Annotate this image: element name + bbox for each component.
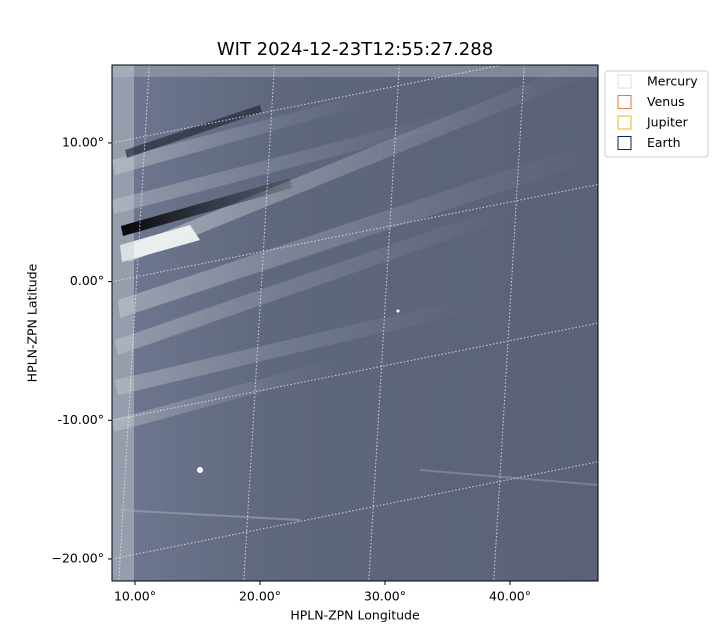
legend-marker: [617, 74, 632, 89]
x-tick-label: 10.00°: [114, 589, 156, 604]
legend: Mercury Venus Jupiter Earth: [604, 70, 709, 158]
y-tick-label: 10.00°: [62, 134, 104, 149]
x-tick-label: 30.00°: [364, 589, 406, 604]
legend-label: Earth: [647, 135, 681, 150]
legend-label: Mercury: [647, 74, 698, 89]
legend-marker: [617, 115, 632, 130]
chart-title: WIT 2024-12-23T12:55:27.288: [217, 39, 493, 60]
y-tick-label: −20.00°: [51, 550, 104, 565]
streaks: [112, 65, 598, 581]
legend-frame: [604, 70, 709, 158]
image: [112, 65, 598, 581]
image-edge: [112, 65, 598, 77]
y-axis-label: HPLN-ZPN Latitude: [25, 263, 40, 382]
legend-label: Venus: [647, 94, 685, 109]
grid-line: [112, 322, 598, 421]
x-tick-label: 20.00°: [239, 589, 281, 604]
x-axis-label: HPLN-ZPN Longitude: [290, 608, 420, 623]
y-tick-label: 0.00°: [70, 273, 104, 288]
legend-marker: [617, 136, 632, 150]
grid-line: [112, 461, 598, 560]
plot-frame: [111, 64, 599, 582]
grid: [112, 65, 598, 581]
legend-label: Jupiter: [646, 115, 689, 130]
grid-line: [112, 183, 598, 283]
y-tick-label: -10.00°: [57, 412, 104, 427]
legend-marker: [617, 95, 632, 109]
x-tick-label: 40.00°: [489, 589, 531, 604]
